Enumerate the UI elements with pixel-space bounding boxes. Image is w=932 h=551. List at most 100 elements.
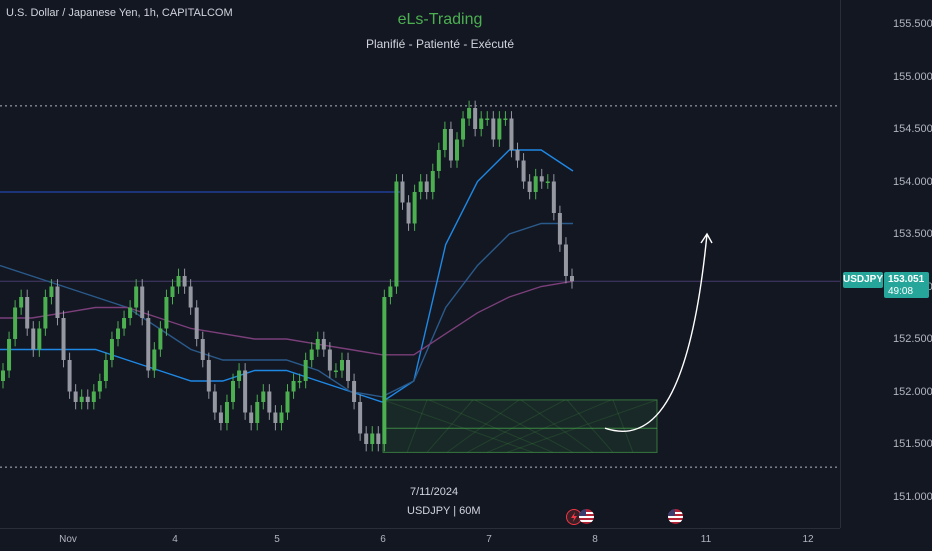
candle-body bbox=[321, 339, 326, 350]
zone-hatch bbox=[520, 399, 594, 453]
candle-body bbox=[339, 360, 344, 371]
candle-body bbox=[31, 328, 36, 350]
candle-body bbox=[122, 318, 127, 329]
candle-body bbox=[19, 297, 24, 308]
time-axis[interactable]: Nov 4 5 6 7 8 11 12 bbox=[0, 528, 840, 551]
candle-body bbox=[85, 396, 90, 402]
price-tick: 154.500 bbox=[893, 123, 932, 135]
zone-hatch bbox=[506, 399, 658, 453]
us-flag-icon[interactable] bbox=[579, 509, 594, 524]
candle-body bbox=[473, 108, 478, 129]
candle-body bbox=[545, 181, 550, 183]
candle-body bbox=[551, 181, 556, 213]
candle-body bbox=[231, 381, 236, 402]
candle-body bbox=[454, 139, 459, 161]
candle-body bbox=[103, 360, 108, 381]
time-tick: Nov bbox=[59, 534, 77, 545]
price-tick: 151.000 bbox=[893, 490, 932, 503]
candle-body bbox=[364, 433, 369, 444]
symbol-title[interactable]: U.S. Dollar / Japanese Yen, 1h, CAPITALC… bbox=[6, 7, 233, 19]
candle-body bbox=[448, 129, 453, 161]
price-tick: 151.500 bbox=[893, 438, 932, 450]
candle-body bbox=[43, 297, 48, 329]
price-tick: 153.500 bbox=[893, 228, 932, 240]
candle-body bbox=[49, 286, 54, 297]
candle-body bbox=[97, 381, 102, 392]
candle-body bbox=[79, 396, 84, 402]
time-tick: 5 bbox=[274, 534, 280, 545]
candle-body bbox=[200, 339, 205, 360]
price-tick: 155.000 bbox=[893, 70, 932, 83]
candle-body bbox=[109, 339, 114, 360]
candle-body bbox=[527, 181, 532, 192]
candle-body bbox=[237, 370, 242, 381]
candle-body bbox=[255, 402, 260, 423]
candle-body bbox=[7, 339, 12, 371]
zone-hatch bbox=[486, 399, 612, 453]
candle-body bbox=[194, 307, 199, 339]
zone-hatch bbox=[566, 399, 614, 453]
candle-body bbox=[315, 339, 320, 350]
candle-body bbox=[297, 381, 302, 383]
price-tick: 152.500 bbox=[893, 333, 932, 345]
price-axis[interactable]: 155.500 155.000 154.500 154.000 153.500 153.0… bbox=[840, 0, 932, 528]
candle-body bbox=[376, 433, 381, 444]
candle-body bbox=[479, 118, 484, 129]
candle-body bbox=[309, 349, 314, 360]
brand-title: eLs-Trading bbox=[397, 11, 483, 28]
zone-hatch bbox=[466, 399, 566, 453]
zone-hatch bbox=[474, 399, 574, 453]
candle-body bbox=[158, 328, 163, 350]
candle-body bbox=[333, 370, 338, 372]
candle-body bbox=[224, 402, 229, 423]
candle-body bbox=[346, 360, 351, 381]
price-tick: 152.000 bbox=[893, 385, 932, 398]
price-tick: 154.000 bbox=[893, 175, 932, 188]
demand-zone bbox=[382, 399, 658, 453]
candle-body bbox=[509, 118, 514, 150]
candle-body bbox=[55, 286, 60, 318]
zone-hatch bbox=[426, 399, 474, 453]
candle-body bbox=[400, 181, 405, 203]
moving-average-ma_mid bbox=[0, 222, 573, 398]
candle-body bbox=[116, 328, 121, 339]
candle-body bbox=[261, 391, 266, 402]
candle-body bbox=[206, 360, 211, 392]
zone-hatch bbox=[446, 399, 520, 453]
brand-tagline: Planifié - Patienté - Exécuté bbox=[365, 37, 515, 51]
current-price: 153.051 bbox=[888, 274, 925, 285]
projection-arrowhead bbox=[700, 232, 713, 244]
price-chart[interactable] bbox=[0, 0, 840, 528]
us-flag-icon[interactable] bbox=[668, 509, 683, 524]
candle-body bbox=[128, 307, 133, 318]
candle-body bbox=[521, 160, 526, 182]
candle-body bbox=[503, 118, 508, 120]
candle-body bbox=[539, 176, 544, 182]
time-tick: 12 bbox=[802, 534, 814, 545]
candle-body bbox=[497, 118, 502, 140]
candle-body bbox=[218, 412, 223, 423]
candle-body bbox=[442, 129, 447, 150]
candle-body bbox=[563, 244, 568, 276]
candle-body bbox=[388, 286, 393, 297]
candle-body bbox=[436, 150, 441, 171]
candle-body bbox=[164, 297, 169, 329]
time-tick: 11 bbox=[700, 534, 712, 545]
time-tick: 7 bbox=[486, 534, 492, 545]
zone-hatch bbox=[382, 399, 534, 453]
candle-body bbox=[146, 318, 151, 371]
candle-body bbox=[212, 391, 217, 413]
candle-body bbox=[491, 118, 496, 140]
candle-body bbox=[570, 276, 574, 282]
chart-area[interactable]: U.S. Dollar / Japanese Yen, 1h, CAPITALC… bbox=[0, 0, 840, 528]
projection-arrow bbox=[604, 233, 708, 432]
candle-body bbox=[267, 391, 272, 413]
candle-body bbox=[303, 360, 308, 381]
countdown: 49:08 bbox=[888, 286, 914, 297]
candle-body bbox=[424, 181, 429, 192]
time-tick: 6 bbox=[380, 534, 386, 545]
candle-body bbox=[91, 391, 96, 402]
candle-body bbox=[152, 349, 157, 371]
candle-body bbox=[533, 176, 538, 192]
moving-average-ma_slow bbox=[0, 280, 574, 356]
